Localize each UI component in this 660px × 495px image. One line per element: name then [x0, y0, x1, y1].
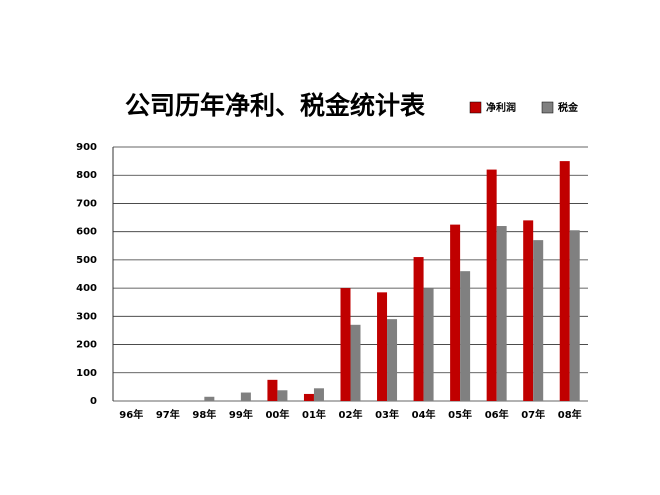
x-tick-label: 03年: [375, 408, 399, 421]
bar: [496, 226, 507, 401]
bar: [533, 240, 544, 401]
y-tick-label: 100: [76, 368, 97, 379]
x-tick-label: 08年: [558, 408, 582, 421]
y-tick-label: 600: [76, 227, 97, 238]
x-tick-label: 00年: [265, 408, 289, 421]
x-tick-label: 01年: [302, 408, 326, 421]
bar: [267, 379, 278, 401]
bar: [350, 324, 361, 401]
bar: [486, 169, 497, 401]
x-tick-label: 05年: [448, 408, 472, 421]
y-tick-label: 500: [76, 255, 97, 266]
legend-swatch: [541, 101, 554, 114]
bar: [377, 292, 388, 401]
bar: [523, 220, 534, 401]
x-tick-label: 99年: [229, 408, 253, 421]
legend-label: 净利润: [486, 101, 516, 114]
y-tick-label: 400: [76, 283, 97, 294]
chart-title: 公司历年净利、税金统计表: [125, 91, 426, 120]
y-tick-label: 800: [76, 170, 97, 181]
bar: [387, 319, 398, 401]
x-tick-label: 06年: [485, 408, 509, 421]
y-tick-label: 900: [76, 142, 97, 153]
bar: [559, 161, 570, 401]
y-tick-label: 300: [76, 311, 97, 322]
bar: [303, 393, 314, 401]
x-tick-label: 98年: [192, 408, 216, 421]
bar: [277, 390, 288, 401]
legend-label: 税金: [558, 101, 579, 114]
y-tick-label: 0: [90, 396, 97, 407]
x-tick-label: 04年: [412, 408, 436, 421]
legend-swatch: [469, 101, 482, 114]
bar: [313, 388, 324, 401]
bar: [569, 230, 580, 401]
bar: [340, 288, 351, 401]
bar: [423, 288, 434, 401]
bar: [460, 271, 471, 401]
y-tick-label: 700: [76, 198, 97, 209]
bar: [240, 392, 251, 401]
y-tick-label: 200: [76, 340, 97, 351]
x-tick-label: 96年: [119, 408, 143, 421]
bar: [413, 257, 424, 401]
x-tick-label: 02年: [339, 408, 363, 421]
bar: [204, 396, 215, 401]
x-tick-label: 07年: [521, 408, 545, 421]
x-tick-label: 97年: [156, 408, 180, 421]
bar: [450, 224, 461, 401]
